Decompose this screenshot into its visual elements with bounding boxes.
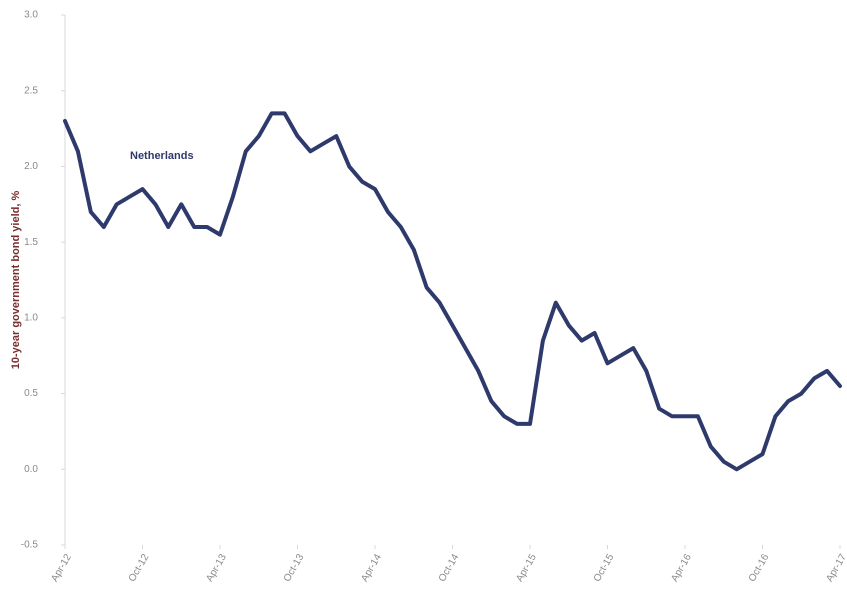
- y-tick-label: 1.0: [24, 312, 38, 323]
- y-axis-label: 10-year government bond yield, %: [10, 191, 22, 370]
- y-tick-label: 2.0: [24, 161, 38, 172]
- x-tick-label: Oct-13: [282, 552, 307, 584]
- x-tick-label: Oct-12: [127, 552, 152, 584]
- y-tick-label: 2.5: [24, 85, 38, 96]
- x-tick-label: Apr-16: [669, 552, 694, 584]
- y-tick-label: -0.5: [21, 540, 39, 551]
- x-tick-label: Apr-14: [359, 552, 384, 584]
- x-tick-label: Oct-16: [747, 552, 772, 584]
- line-series: [63, 111, 842, 472]
- x-tick-label: Apr-15: [514, 552, 539, 584]
- x-tick-label: Oct-15: [592, 552, 617, 584]
- y-tick-label: 0.0: [24, 464, 38, 475]
- x-tick-label: Apr-13: [204, 552, 229, 584]
- x-tick-label: Oct-14: [437, 552, 462, 584]
- y-tick-label: 1.5: [24, 237, 38, 248]
- y-tick-label: 3.0: [24, 10, 38, 21]
- x-tick-label: Apr-17: [824, 552, 847, 584]
- x-tick-label: Apr-12: [49, 552, 74, 584]
- y-tick-label: 0.5: [24, 388, 38, 399]
- series-label: Netherlands: [130, 150, 194, 162]
